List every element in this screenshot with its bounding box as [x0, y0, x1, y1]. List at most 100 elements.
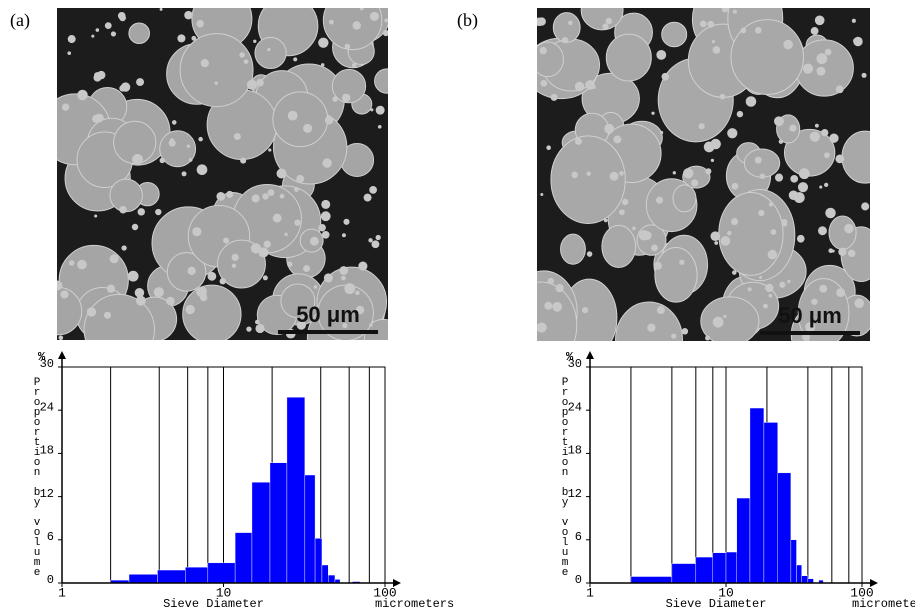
small-particle — [284, 232, 288, 237]
small-particle — [86, 307, 97, 317]
small-particle — [196, 19, 204, 28]
small-particle — [781, 218, 788, 226]
particle — [322, 8, 383, 51]
small-particle — [214, 81, 218, 86]
small-particle — [731, 270, 737, 275]
small-particle — [77, 89, 88, 101]
small-particle — [647, 323, 656, 332]
x-axis-label: Sieve Diameter — [666, 597, 767, 610]
small-particle — [861, 202, 870, 211]
small-particle — [318, 37, 329, 48]
particle — [159, 130, 197, 168]
small-particle — [798, 168, 810, 180]
small-particle — [243, 59, 249, 64]
small-particle — [153, 287, 164, 298]
small-particle — [246, 326, 252, 332]
small-particle — [369, 186, 377, 194]
y-axis-arrow — [58, 351, 66, 359]
particle — [841, 130, 870, 184]
small-particle — [710, 158, 715, 163]
small-particle — [609, 171, 619, 181]
small-particle — [320, 211, 331, 222]
small-particle — [838, 247, 847, 256]
small-particle — [547, 277, 555, 285]
small-particle — [835, 154, 845, 164]
bar — [763, 422, 778, 584]
small-particle — [831, 249, 835, 253]
small-particle — [323, 273, 333, 283]
particle — [730, 19, 804, 95]
small-particle — [369, 11, 379, 21]
small-particle — [605, 17, 613, 25]
x-unit: micrometers — [852, 597, 915, 610]
small-particle — [789, 124, 797, 132]
small-particle — [321, 230, 330, 239]
small-particle — [200, 58, 209, 68]
small-particle — [226, 190, 234, 198]
small-particle — [135, 295, 146, 306]
small-particle — [787, 279, 791, 284]
small-particle — [853, 36, 863, 47]
small-particle — [613, 135, 622, 144]
small-particle — [341, 275, 346, 281]
small-particle — [159, 157, 165, 164]
small-particle — [555, 283, 564, 293]
bar — [234, 532, 253, 584]
particle — [560, 233, 586, 265]
bar — [790, 539, 797, 584]
small-particle — [621, 198, 629, 206]
small-particle — [619, 171, 624, 176]
small-particle — [377, 124, 382, 129]
small-particle — [811, 298, 818, 305]
bar — [736, 497, 751, 584]
small-particle — [574, 137, 582, 145]
small-particle — [187, 266, 196, 276]
small-particle — [375, 234, 381, 241]
small-particle — [844, 223, 854, 234]
particle — [182, 284, 242, 340]
bar — [321, 564, 329, 584]
particle — [654, 247, 698, 303]
small-particle — [568, 20, 573, 26]
small-particle — [619, 209, 625, 216]
small-particle — [268, 148, 272, 152]
small-particle — [759, 173, 766, 180]
small-particle — [287, 261, 293, 267]
small-particle — [747, 287, 752, 292]
y-tick-label: 0 — [575, 573, 582, 587]
y-tick-label: 6 — [575, 530, 582, 544]
small-particle — [544, 301, 553, 310]
small-particle — [103, 311, 111, 319]
small-particle — [816, 53, 828, 65]
small-particle — [824, 152, 830, 159]
small-particle — [783, 39, 793, 50]
small-particle — [313, 285, 318, 289]
small-particle — [384, 18, 388, 23]
small-particle — [287, 110, 298, 121]
bar — [801, 575, 809, 584]
particle — [374, 68, 388, 94]
small-particle — [603, 218, 608, 223]
small-particle — [656, 306, 665, 315]
small-particle — [272, 213, 282, 223]
particle — [615, 301, 683, 341]
small-particle — [207, 271, 217, 281]
x-tick-label: 10 — [216, 585, 232, 600]
small-particle — [740, 27, 747, 34]
small-particle — [188, 157, 193, 162]
small-particle — [370, 108, 374, 112]
small-particle — [796, 234, 805, 243]
particle — [109, 178, 143, 213]
small-particle — [95, 28, 100, 32]
small-particle — [253, 39, 257, 43]
y-tick-label: 0 — [47, 573, 54, 587]
particle — [661, 21, 688, 48]
bar — [777, 472, 792, 584]
small-particle — [369, 323, 373, 327]
small-particle — [262, 193, 269, 200]
x-tick-label: 100 — [373, 585, 396, 600]
micrograph: 50 μm — [537, 8, 870, 341]
small-particle — [540, 192, 544, 196]
small-particle — [719, 93, 726, 100]
